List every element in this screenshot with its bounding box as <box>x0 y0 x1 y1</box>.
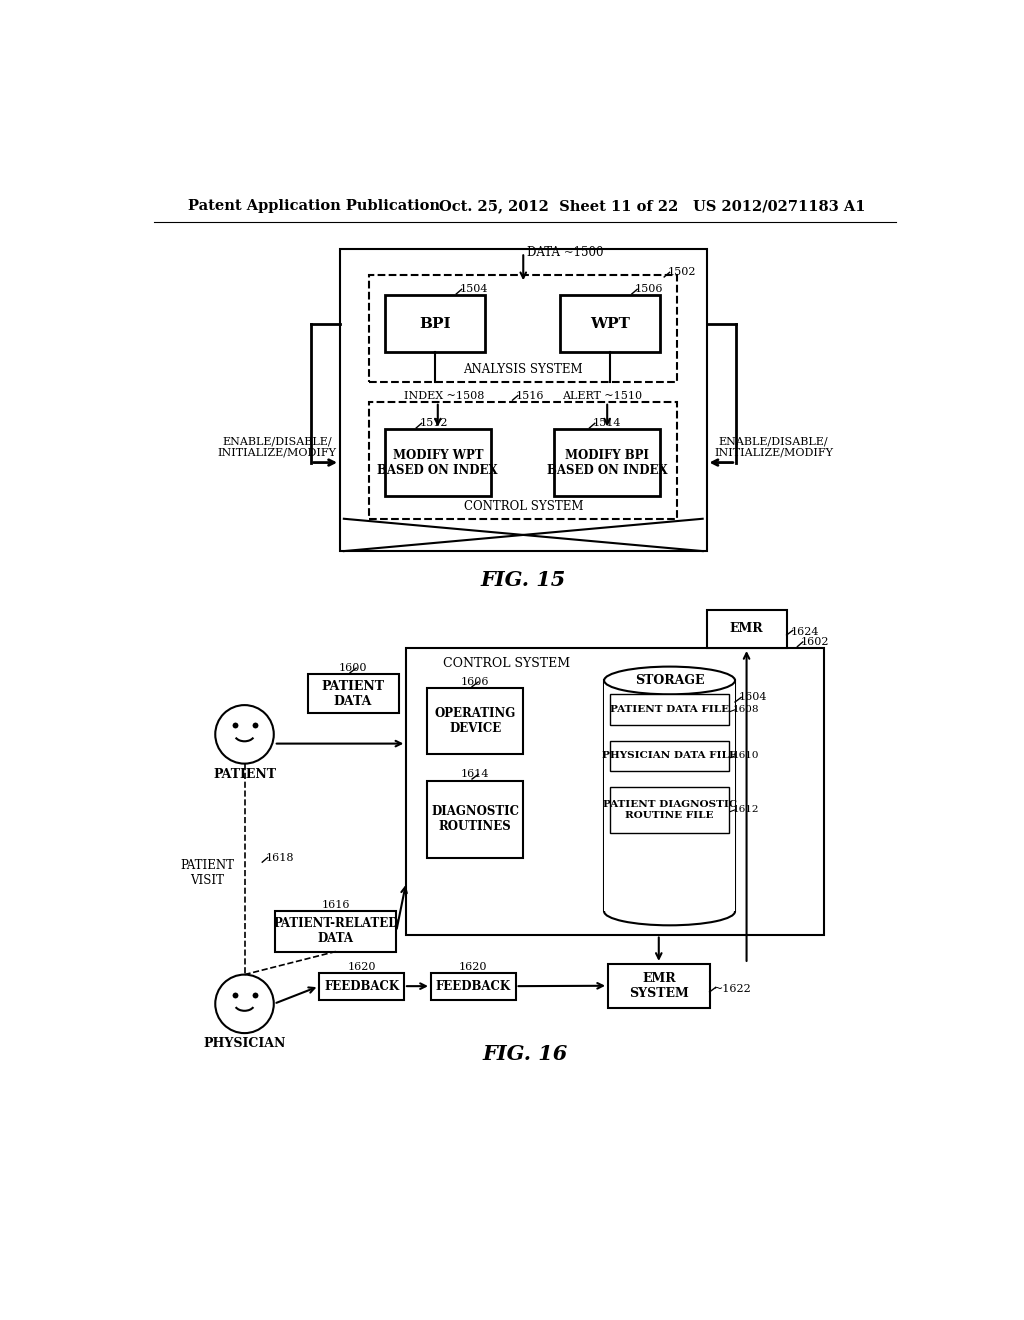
FancyBboxPatch shape <box>385 429 490 496</box>
Text: STORAGE: STORAGE <box>635 675 705 686</box>
Text: 1608: 1608 <box>733 705 759 714</box>
Ellipse shape <box>604 667 735 694</box>
Text: Oct. 25, 2012  Sheet 11 of 22: Oct. 25, 2012 Sheet 11 of 22 <box>438 199 678 213</box>
Text: 1610: 1610 <box>733 751 759 760</box>
Text: CONTROL SYSTEM: CONTROL SYSTEM <box>464 499 583 512</box>
Text: INITIALIZE/MODIFY: INITIALIZE/MODIFY <box>714 447 833 458</box>
Text: PATIENT-RELATED
DATA: PATIENT-RELATED DATA <box>273 917 398 945</box>
Text: ENABLE/DISABLE/: ENABLE/DISABLE/ <box>719 437 828 446</box>
Text: DATA ~1500: DATA ~1500 <box>527 246 603 259</box>
Text: INITIALIZE/MODIFY: INITIALIZE/MODIFY <box>217 447 336 458</box>
Text: PATIENT DIAGNOSTIC
ROUTINE FILE: PATIENT DIAGNOSTIC ROUTINE FILE <box>602 800 736 820</box>
FancyBboxPatch shape <box>307 675 398 713</box>
FancyBboxPatch shape <box>427 780 523 858</box>
Text: 1618: 1618 <box>265 853 294 862</box>
Text: 1612: 1612 <box>733 805 759 814</box>
FancyBboxPatch shape <box>385 296 484 352</box>
FancyBboxPatch shape <box>407 648 823 935</box>
Text: PATIENT
VISIT: PATIENT VISIT <box>180 859 234 887</box>
Text: WPT: WPT <box>590 317 630 331</box>
Text: 1614: 1614 <box>461 770 489 779</box>
Text: 1504: 1504 <box>460 284 487 294</box>
FancyBboxPatch shape <box>610 787 729 833</box>
FancyBboxPatch shape <box>319 973 403 1001</box>
FancyBboxPatch shape <box>554 429 660 496</box>
Text: 1624: 1624 <box>791 627 819 638</box>
Text: 1506: 1506 <box>635 284 664 294</box>
Text: 1516: 1516 <box>515 391 544 400</box>
Text: US 2012/0271183 A1: US 2012/0271183 A1 <box>692 199 865 213</box>
Text: ANALYSIS SYSTEM: ANALYSIS SYSTEM <box>464 363 583 376</box>
Text: 1616: 1616 <box>322 900 350 911</box>
FancyBboxPatch shape <box>370 401 677 519</box>
Text: INDEX ~1508: INDEX ~1508 <box>403 391 484 400</box>
Text: FIG. 16: FIG. 16 <box>482 1044 567 1064</box>
FancyBboxPatch shape <box>604 667 735 911</box>
Text: MODIFY BPI
BASED ON INDEX: MODIFY BPI BASED ON INDEX <box>547 449 668 477</box>
Text: 1604: 1604 <box>739 693 767 702</box>
Text: 1620: 1620 <box>459 962 487 972</box>
Text: FIG. 15: FIG. 15 <box>480 570 566 590</box>
Text: 1602: 1602 <box>801 638 829 647</box>
FancyBboxPatch shape <box>560 296 660 352</box>
Text: OPERATING
DEVICE: OPERATING DEVICE <box>434 708 516 735</box>
FancyBboxPatch shape <box>370 276 677 381</box>
Text: EMR
SYSTEM: EMR SYSTEM <box>629 972 689 999</box>
Text: ~1622: ~1622 <box>714 983 752 994</box>
Text: 1600: 1600 <box>339 663 368 673</box>
Text: PHYSICIAN DATA FILE: PHYSICIAN DATA FILE <box>602 751 737 760</box>
Text: ALERT ~1510: ALERT ~1510 <box>562 391 642 400</box>
Text: FEEDBACK: FEEDBACK <box>435 979 511 993</box>
Text: CONTROL SYSTEM: CONTROL SYSTEM <box>442 657 570 671</box>
FancyBboxPatch shape <box>610 741 729 771</box>
Text: EMR: EMR <box>730 622 763 635</box>
Text: 1514: 1514 <box>593 418 622 428</box>
Text: Patent Application Publication: Patent Application Publication <box>188 199 440 213</box>
Text: PATIENT
DATA: PATIENT DATA <box>322 680 385 708</box>
FancyBboxPatch shape <box>610 694 729 725</box>
Text: 1502: 1502 <box>668 268 695 277</box>
Text: MODIFY WPT
BASED ON INDEX: MODIFY WPT BASED ON INDEX <box>378 449 498 477</box>
FancyBboxPatch shape <box>275 911 396 952</box>
Text: 1620: 1620 <box>347 962 376 972</box>
Text: BPI: BPI <box>419 317 451 331</box>
FancyBboxPatch shape <box>608 964 710 1007</box>
Text: 1512: 1512 <box>419 418 447 428</box>
Text: 1606: 1606 <box>461 677 489 686</box>
Text: PHYSICIAN: PHYSICIAN <box>204 1038 286 1051</box>
FancyBboxPatch shape <box>427 688 523 754</box>
FancyBboxPatch shape <box>707 610 786 648</box>
FancyBboxPatch shape <box>340 249 707 552</box>
Text: PATIENT: PATIENT <box>213 768 276 781</box>
FancyBboxPatch shape <box>431 973 515 1001</box>
Text: FEEDBACK: FEEDBACK <box>324 979 399 993</box>
Text: DIAGNOSTIC
ROUTINES: DIAGNOSTIC ROUTINES <box>431 805 519 833</box>
Text: ENABLE/DISABLE/: ENABLE/DISABLE/ <box>222 437 332 446</box>
Text: PATIENT DATA FILE: PATIENT DATA FILE <box>610 705 729 714</box>
